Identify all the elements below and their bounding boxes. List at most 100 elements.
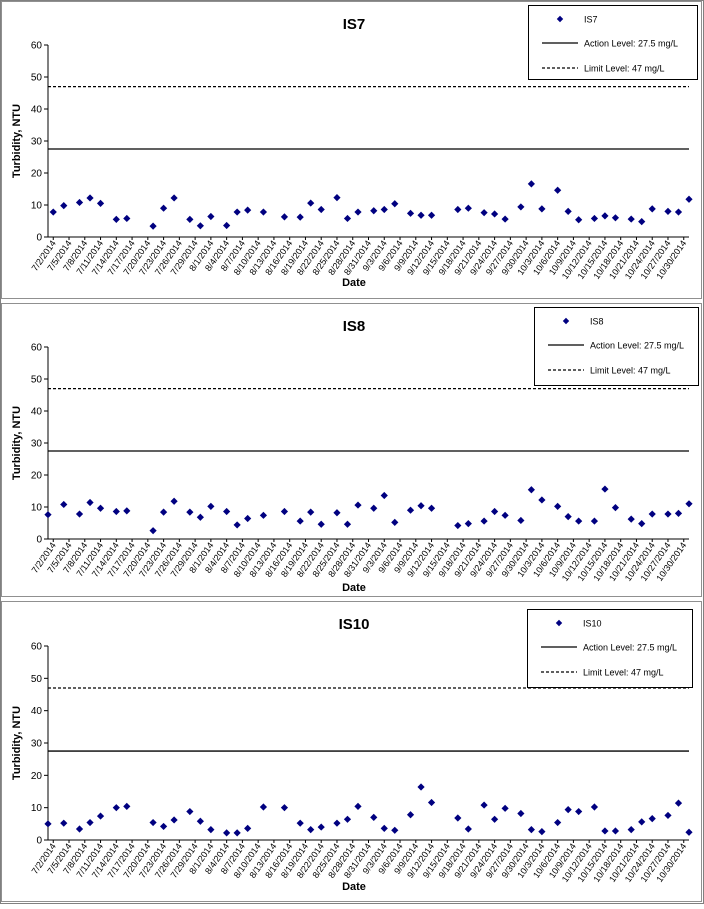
data-point bbox=[96, 812, 105, 820]
data-point bbox=[664, 510, 672, 518]
data-point bbox=[575, 517, 583, 525]
y-axis-label: Turbidity, NTU bbox=[11, 104, 23, 178]
data-point bbox=[370, 504, 378, 512]
data-point bbox=[406, 506, 415, 514]
data-point bbox=[207, 826, 215, 834]
data-point bbox=[590, 803, 599, 811]
data-point bbox=[611, 214, 620, 222]
legend: IS10 Action Level: 27.5 mg/L Limit Level: … bbox=[527, 609, 693, 688]
data-point bbox=[648, 205, 656, 213]
y-tick-label: 50 bbox=[31, 674, 43, 685]
data-point bbox=[391, 518, 399, 526]
data-point bbox=[60, 202, 68, 210]
y-tick-label: 20 bbox=[31, 169, 43, 180]
legend-label: IS8 bbox=[590, 317, 604, 327]
x-axis-label: Date bbox=[342, 277, 366, 289]
y-axis-label: Turbidity, NTU bbox=[11, 406, 23, 480]
data-point bbox=[207, 502, 215, 510]
data-point bbox=[406, 811, 415, 819]
data-point bbox=[223, 507, 231, 516]
data-point bbox=[244, 824, 252, 832]
legend: IS8 Action Level: 27.5 mg/L Limit Level: 4… bbox=[534, 307, 699, 386]
legend-label: Limit Level: 47 mg/L bbox=[583, 668, 664, 678]
panel-frame bbox=[1, 1, 702, 299]
data-point bbox=[538, 827, 546, 836]
data-point bbox=[490, 210, 499, 218]
data-point bbox=[480, 209, 488, 217]
data-point bbox=[186, 215, 194, 223]
data-point bbox=[611, 504, 620, 512]
data-point bbox=[590, 214, 599, 223]
data-point bbox=[417, 783, 425, 791]
legend-box bbox=[534, 307, 699, 386]
data-point bbox=[170, 497, 178, 505]
data-point bbox=[123, 802, 131, 810]
data-point bbox=[454, 521, 462, 530]
legend-marker bbox=[562, 317, 570, 325]
data-point bbox=[674, 509, 683, 517]
data-point bbox=[480, 801, 488, 809]
data-point bbox=[538, 496, 546, 504]
data-point bbox=[86, 498, 94, 507]
legend-marker bbox=[556, 15, 564, 23]
data-point bbox=[648, 510, 656, 518]
data-point bbox=[149, 222, 157, 230]
panel-frame bbox=[1, 303, 702, 597]
data-point bbox=[370, 207, 378, 215]
data-point bbox=[464, 204, 472, 212]
data-point bbox=[86, 194, 94, 202]
chart-title: IS7 bbox=[343, 16, 366, 33]
data-point bbox=[259, 208, 268, 216]
data-point bbox=[590, 517, 599, 525]
data-point bbox=[223, 829, 231, 837]
y-tick-label: 20 bbox=[31, 471, 43, 482]
y-tick-label: 50 bbox=[31, 375, 43, 386]
data-point bbox=[333, 194, 341, 202]
data-point bbox=[75, 825, 84, 833]
data-point bbox=[685, 195, 693, 203]
data-point bbox=[554, 186, 562, 194]
data-point bbox=[44, 820, 52, 828]
data-point bbox=[674, 208, 683, 216]
data-point bbox=[343, 520, 352, 528]
data-point bbox=[296, 819, 304, 827]
data-point bbox=[259, 803, 268, 811]
data-point bbox=[343, 815, 352, 823]
data-point bbox=[501, 215, 509, 223]
legend-label: Action Level: 27.5 mg/L bbox=[583, 643, 677, 653]
data-point bbox=[112, 507, 120, 516]
y-tick-label: 20 bbox=[31, 771, 43, 782]
data-point bbox=[96, 199, 105, 207]
data-point bbox=[685, 828, 693, 836]
data-point bbox=[244, 514, 252, 523]
legend-label: IS10 bbox=[583, 619, 602, 629]
data-point bbox=[60, 819, 68, 827]
data-point bbox=[380, 824, 388, 832]
data-point bbox=[685, 500, 693, 508]
data-point bbox=[554, 502, 562, 510]
data-point bbox=[44, 511, 52, 519]
data-point bbox=[627, 215, 635, 223]
data-point bbox=[464, 825, 472, 833]
data-point bbox=[601, 212, 609, 220]
data-point bbox=[417, 211, 425, 219]
y-tick-label: 30 bbox=[31, 739, 43, 750]
data-point bbox=[343, 214, 352, 223]
data-point bbox=[517, 203, 525, 211]
data-point bbox=[354, 501, 362, 509]
data-point bbox=[527, 486, 535, 494]
data-point bbox=[296, 213, 304, 221]
data-point bbox=[354, 208, 362, 216]
data-point bbox=[123, 214, 131, 223]
data-point bbox=[317, 205, 325, 214]
data-point bbox=[406, 209, 415, 217]
data-point bbox=[638, 520, 646, 528]
legend-label: Action Level: 27.5 mg/L bbox=[584, 39, 678, 49]
y-tick-label: 10 bbox=[31, 803, 43, 814]
data-point bbox=[501, 804, 509, 812]
y-tick-label: 60 bbox=[31, 41, 43, 52]
data-point bbox=[159, 508, 168, 516]
